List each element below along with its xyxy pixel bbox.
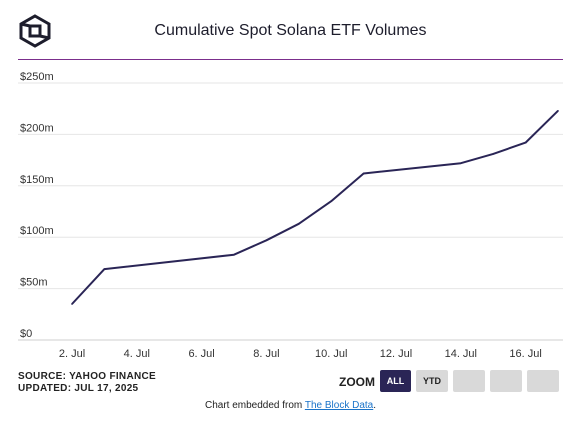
data-point [265, 239, 268, 242]
the-block-logo [19, 14, 51, 48]
zoom-label: ZOOM [339, 375, 375, 389]
y-tick-label: $50m [20, 277, 48, 289]
chart-title: Cumulative Spot Solana ETF Volumes [154, 22, 427, 39]
data-point [557, 109, 559, 112]
zoom-button-5[interactable] [527, 370, 559, 392]
data-point [298, 223, 300, 225]
source-text: SOURCE: YAHOO FINANCE [18, 371, 156, 382]
data-point [71, 303, 73, 305]
zoom-button-4[interactable] [490, 370, 522, 392]
data-point [460, 162, 462, 164]
source-info: SOURCE: YAHOO FINANCE UPDATED: JUL 17, 2… [18, 371, 156, 395]
series-line [71, 110, 559, 305]
x-tick-label: 2. Jul [59, 348, 85, 360]
zoom-ytd-button[interactable]: YTD [416, 370, 448, 392]
x-tick-label: 4. Jul [124, 348, 150, 360]
x-tick-label: 10. Jul [315, 348, 347, 360]
the-block-data-link[interactable]: The Block Data [304, 400, 374, 411]
data-point [492, 153, 495, 155]
data-point [362, 172, 365, 175]
title-divider [18, 59, 563, 60]
zoom-all-button[interactable]: ALL [380, 370, 411, 392]
x-tick-label: 8. Jul [253, 348, 279, 360]
y-tick-label: $150m [20, 174, 54, 186]
y-tick-label: $0 [20, 328, 32, 340]
line-chart: $0 $50m $100m $150m $200m $250m 2. Jul 4. Jul 6… [18, 71, 563, 360]
zoom-button-3[interactable] [453, 370, 485, 392]
y-tick-label: $250m [20, 71, 54, 83]
embed-suffix: . [373, 400, 377, 411]
x-tick-label: 14. Jul [445, 348, 477, 360]
data-point [233, 253, 235, 256]
y-tick-label: $100m [20, 225, 54, 237]
data-point [103, 268, 106, 270]
updated-text: UPDATED: JUL 17, 2025 [18, 383, 139, 394]
data-point [524, 141, 527, 144]
data-point [330, 200, 333, 203]
x-tick-label: 12. Jul [380, 348, 412, 360]
embed-prefix: Chart embedded from [204, 400, 305, 411]
y-tick-label: $200m [20, 122, 54, 134]
x-tick-label: 6. Jul [188, 348, 214, 360]
x-tick-label: 16. Jul [509, 348, 541, 360]
embed-credit: Chart embedded from The Block Data. [0, 400, 581, 411]
